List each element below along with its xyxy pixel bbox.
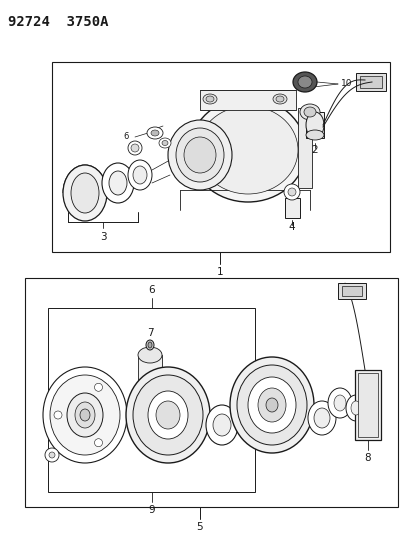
- Text: 8: 8: [364, 453, 370, 463]
- Text: 10: 10: [340, 78, 352, 87]
- Bar: [52, 62, 389, 252]
- Ellipse shape: [50, 375, 120, 455]
- Ellipse shape: [161, 141, 168, 146]
- Text: 3: 3: [100, 232, 106, 242]
- Ellipse shape: [147, 391, 188, 439]
- Bar: [48, 308, 254, 492]
- Ellipse shape: [305, 112, 323, 138]
- Ellipse shape: [71, 173, 99, 213]
- Ellipse shape: [307, 401, 335, 435]
- Ellipse shape: [133, 375, 202, 455]
- Bar: [284, 198, 299, 218]
- Ellipse shape: [247, 377, 295, 433]
- Ellipse shape: [297, 76, 311, 88]
- Bar: [297, 108, 311, 188]
- Ellipse shape: [212, 414, 230, 436]
- Bar: [354, 370, 380, 440]
- Ellipse shape: [345, 395, 365, 421]
- Ellipse shape: [133, 166, 147, 184]
- Ellipse shape: [94, 439, 102, 447]
- Ellipse shape: [299, 104, 319, 120]
- Bar: [357, 373, 377, 437]
- Bar: [341, 286, 361, 296]
- Bar: [25, 278, 397, 507]
- Ellipse shape: [206, 405, 237, 445]
- Bar: [199, 90, 295, 110]
- Ellipse shape: [202, 94, 216, 104]
- Ellipse shape: [151, 130, 159, 136]
- Ellipse shape: [168, 120, 231, 190]
- Text: 4: 4: [288, 222, 294, 232]
- Ellipse shape: [190, 98, 305, 202]
- Ellipse shape: [109, 171, 127, 195]
- Text: 92724  3750A: 92724 3750A: [8, 15, 108, 29]
- Ellipse shape: [236, 365, 306, 445]
- Ellipse shape: [49, 452, 55, 458]
- Ellipse shape: [138, 347, 161, 363]
- Ellipse shape: [313, 408, 329, 428]
- Ellipse shape: [45, 448, 59, 462]
- Bar: [305, 112, 323, 138]
- Ellipse shape: [197, 106, 297, 194]
- Ellipse shape: [128, 160, 152, 190]
- Ellipse shape: [283, 184, 299, 200]
- Ellipse shape: [126, 367, 209, 463]
- Bar: [359, 76, 381, 88]
- Ellipse shape: [80, 409, 90, 421]
- Bar: [337, 283, 365, 299]
- Ellipse shape: [230, 357, 313, 453]
- Ellipse shape: [147, 127, 163, 139]
- Ellipse shape: [94, 383, 102, 391]
- Ellipse shape: [287, 188, 295, 196]
- Ellipse shape: [305, 130, 323, 140]
- Ellipse shape: [333, 395, 345, 411]
- Ellipse shape: [128, 141, 142, 155]
- Ellipse shape: [147, 342, 152, 348]
- Ellipse shape: [206, 96, 214, 102]
- Text: 6: 6: [123, 132, 128, 141]
- Bar: [138, 355, 161, 385]
- Ellipse shape: [350, 401, 360, 415]
- Text: 1: 1: [216, 267, 223, 277]
- Ellipse shape: [257, 388, 285, 422]
- Ellipse shape: [43, 367, 127, 463]
- Text: 2: 2: [311, 145, 318, 155]
- Ellipse shape: [63, 165, 107, 221]
- Ellipse shape: [266, 398, 277, 412]
- Ellipse shape: [183, 137, 216, 173]
- Text: 9: 9: [148, 505, 155, 515]
- Ellipse shape: [102, 163, 134, 203]
- Ellipse shape: [75, 402, 95, 428]
- Ellipse shape: [146, 340, 154, 350]
- Text: 5: 5: [196, 522, 203, 532]
- Ellipse shape: [292, 72, 316, 92]
- Text: 7: 7: [146, 328, 153, 338]
- Text: 6: 6: [148, 285, 155, 295]
- Ellipse shape: [327, 388, 351, 418]
- Ellipse shape: [159, 138, 171, 148]
- Ellipse shape: [303, 107, 315, 117]
- Bar: [355, 73, 385, 91]
- Ellipse shape: [131, 144, 139, 152]
- Ellipse shape: [176, 128, 223, 182]
- Ellipse shape: [54, 411, 62, 419]
- Ellipse shape: [275, 96, 283, 102]
- Ellipse shape: [156, 401, 180, 429]
- Ellipse shape: [272, 94, 286, 104]
- Ellipse shape: [67, 393, 103, 437]
